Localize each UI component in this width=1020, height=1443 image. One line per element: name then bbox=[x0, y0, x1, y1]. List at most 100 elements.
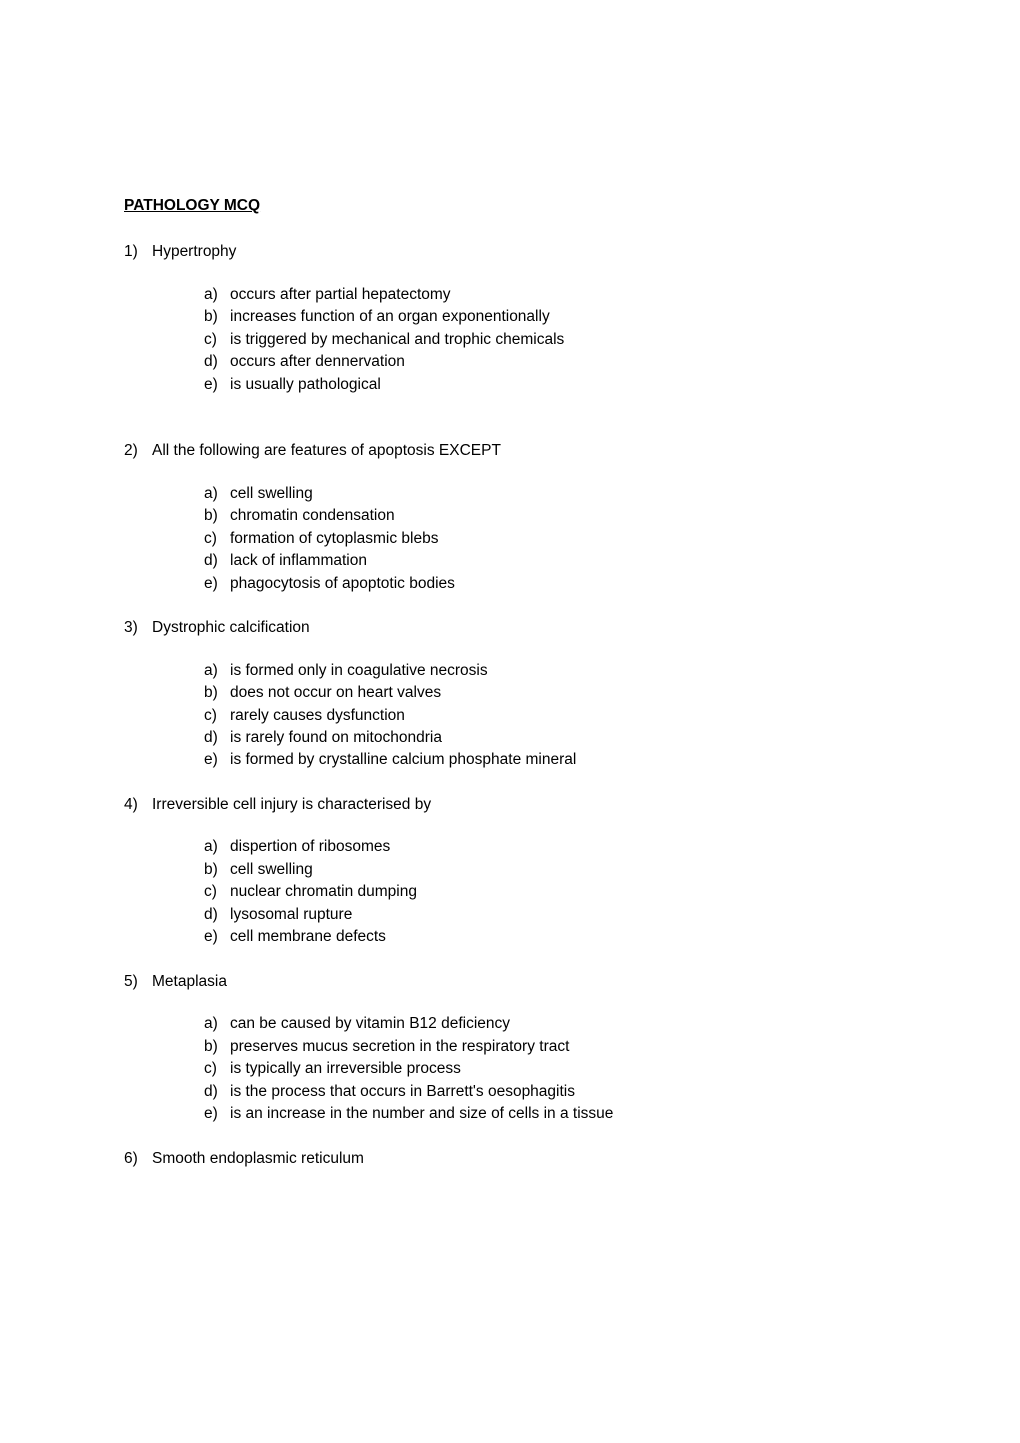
option: d)lysosomal rupture bbox=[204, 904, 896, 926]
option-text: is formed only in coagulative necrosis bbox=[230, 660, 896, 682]
option-letter: d) bbox=[204, 550, 230, 572]
document-page: PATHOLOGY MCQ 1)Hypertrophya)occurs afte… bbox=[0, 0, 1020, 1170]
option: c)rarely causes dysfunction bbox=[204, 705, 896, 727]
option-text: rarely causes dysfunction bbox=[230, 705, 896, 727]
question-number: 1) bbox=[124, 241, 152, 263]
option: c)nuclear chromatin dumping bbox=[204, 881, 896, 903]
option-text: cell swelling bbox=[230, 483, 896, 505]
option-text: preserves mucus secretion in the respira… bbox=[230, 1036, 896, 1058]
option-letter: d) bbox=[204, 1081, 230, 1103]
option: b)does not occur on heart valves bbox=[204, 682, 896, 704]
question-stem: 6)Smooth endoplasmic reticulum bbox=[124, 1148, 896, 1170]
option-letter: c) bbox=[204, 1058, 230, 1080]
question-text: Dystrophic calcification bbox=[152, 617, 896, 639]
option-text: lysosomal rupture bbox=[230, 904, 896, 926]
question-number: 2) bbox=[124, 440, 152, 462]
option-letter: c) bbox=[204, 705, 230, 727]
option: d)lack of inflammation bbox=[204, 550, 896, 572]
options-list: a)dispertion of ribosomesb)cell swelling… bbox=[124, 836, 896, 948]
option: a)is formed only in coagulative necrosis bbox=[204, 660, 896, 682]
option-letter: a) bbox=[204, 660, 230, 682]
options-list: a)can be caused by vitamin B12 deficienc… bbox=[124, 1013, 896, 1125]
question: 4)Irreversible cell injury is characteri… bbox=[124, 794, 896, 949]
option: d)occurs after dennervation bbox=[204, 351, 896, 373]
option-letter: e) bbox=[204, 573, 230, 595]
options-list: a)is formed only in coagulative necrosis… bbox=[124, 660, 896, 772]
options-list: a)occurs after partial hepatectomyb)incr… bbox=[124, 284, 896, 396]
option-letter: c) bbox=[204, 528, 230, 550]
question: 6)Smooth endoplasmic reticulum bbox=[124, 1148, 896, 1170]
option: e)cell membrane defects bbox=[204, 926, 896, 948]
option: a)dispertion of ribosomes bbox=[204, 836, 896, 858]
option-letter: b) bbox=[204, 1036, 230, 1058]
option: e)is usually pathological bbox=[204, 374, 896, 396]
option: a)cell swelling bbox=[204, 483, 896, 505]
option-letter: b) bbox=[204, 306, 230, 328]
page-title: PATHOLOGY MCQ bbox=[124, 195, 896, 217]
option-text: is triggered by mechanical and trophic c… bbox=[230, 329, 896, 351]
option: c)is typically an irreversible process bbox=[204, 1058, 896, 1080]
option: e)is formed by crystalline calcium phosp… bbox=[204, 749, 896, 771]
option-text: occurs after partial hepatectomy bbox=[230, 284, 896, 306]
option: b)cell swelling bbox=[204, 859, 896, 881]
option-text: does not occur on heart valves bbox=[230, 682, 896, 704]
question-number: 4) bbox=[124, 794, 152, 816]
question-text: Hypertrophy bbox=[152, 241, 896, 263]
option-text: dispertion of ribosomes bbox=[230, 836, 896, 858]
option: a)can be caused by vitamin B12 deficienc… bbox=[204, 1013, 896, 1035]
question-stem: 4)Irreversible cell injury is characteri… bbox=[124, 794, 896, 816]
option: c)is triggered by mechanical and trophic… bbox=[204, 329, 896, 351]
question: 5)Metaplasia a)can be caused by vitamin B… bbox=[124, 971, 896, 1126]
option-letter: d) bbox=[204, 351, 230, 373]
question-text: Irreversible cell injury is characterise… bbox=[152, 794, 896, 816]
options-list: a)cell swellingb)chromatin condensationc… bbox=[124, 483, 896, 595]
question-stem: 1)Hypertrophy bbox=[124, 241, 896, 263]
question-text: All the following are features of apopto… bbox=[152, 440, 896, 462]
question-number: 6) bbox=[124, 1148, 152, 1170]
option-letter: b) bbox=[204, 682, 230, 704]
option-letter: a) bbox=[204, 284, 230, 306]
option-letter: e) bbox=[204, 1103, 230, 1125]
option-letter: e) bbox=[204, 926, 230, 948]
option-letter: b) bbox=[204, 859, 230, 881]
option-text: cell swelling bbox=[230, 859, 896, 881]
option: e)phagocytosis of apoptotic bodies bbox=[204, 573, 896, 595]
question-stem: 3)Dystrophic calcification bbox=[124, 617, 896, 639]
option-letter: d) bbox=[204, 727, 230, 749]
option: a)occurs after partial hepatectomy bbox=[204, 284, 896, 306]
question: 2)All the following are features of apop… bbox=[124, 440, 896, 595]
option: d)is rarely found on mitochondria bbox=[204, 727, 896, 749]
option-letter: e) bbox=[204, 749, 230, 771]
option-text: phagocytosis of apoptotic bodies bbox=[230, 573, 896, 595]
option-text: chromatin condensation bbox=[230, 505, 896, 527]
option-text: is an increase in the number and size of… bbox=[230, 1103, 896, 1125]
question-number: 3) bbox=[124, 617, 152, 639]
option-text: formation of cytoplasmic blebs bbox=[230, 528, 896, 550]
option-letter: b) bbox=[204, 505, 230, 527]
option: b)preserves mucus secretion in the respi… bbox=[204, 1036, 896, 1058]
option: b)chromatin condensation bbox=[204, 505, 896, 527]
option-letter: c) bbox=[204, 881, 230, 903]
option-text: is usually pathological bbox=[230, 374, 896, 396]
option-letter: a) bbox=[204, 483, 230, 505]
questions-list: 1)Hypertrophya)occurs after partial hepa… bbox=[124, 241, 896, 1170]
option-text: increases function of an organ exponenti… bbox=[230, 306, 896, 328]
option-text: nuclear chromatin dumping bbox=[230, 881, 896, 903]
option: c)formation of cytoplasmic blebs bbox=[204, 528, 896, 550]
option-letter: a) bbox=[204, 836, 230, 858]
option-letter: c) bbox=[204, 329, 230, 351]
question-stem: 5)Metaplasia bbox=[124, 971, 896, 993]
question-stem: 2)All the following are features of apop… bbox=[124, 440, 896, 462]
option-text: is typically an irreversible process bbox=[230, 1058, 896, 1080]
option-letter: a) bbox=[204, 1013, 230, 1035]
option-letter: d) bbox=[204, 904, 230, 926]
question: 3)Dystrophic calcification a)is formed on… bbox=[124, 617, 896, 772]
option: e)is an increase in the number and size … bbox=[204, 1103, 896, 1125]
option: d)is the process that occurs in Barrett'… bbox=[204, 1081, 896, 1103]
question-number: 5) bbox=[124, 971, 152, 993]
option-text: is rarely found on mitochondria bbox=[230, 727, 896, 749]
question-text: Smooth endoplasmic reticulum bbox=[152, 1148, 896, 1170]
option-text: can be caused by vitamin B12 deficiency bbox=[230, 1013, 896, 1035]
option-text: occurs after dennervation bbox=[230, 351, 896, 373]
question: 1)Hypertrophy a)occurs after partial hepa… bbox=[124, 241, 896, 396]
